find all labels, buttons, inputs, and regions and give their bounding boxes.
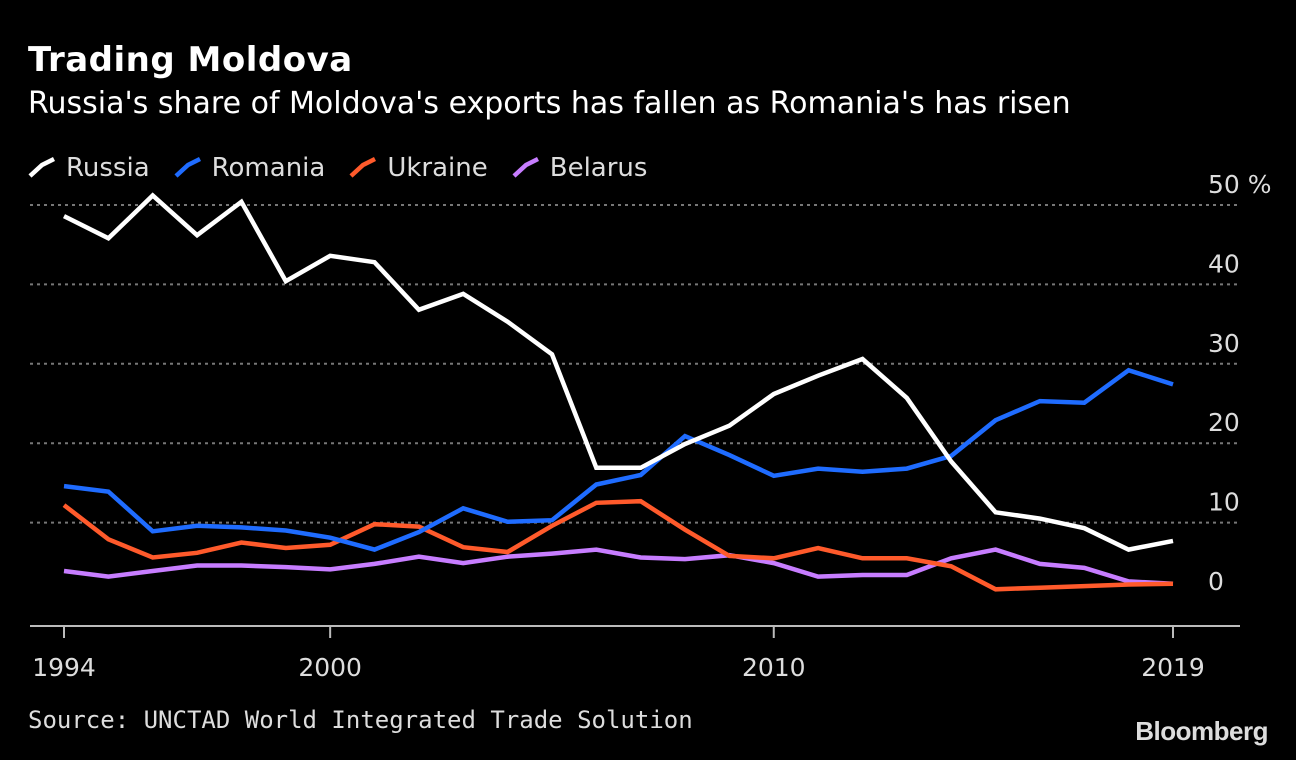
legend-swatch-line: [28, 156, 56, 178]
series-line-ukraine: [62, 498, 1174, 592]
legend-swatch-romania: [174, 156, 201, 178]
legend-label-ukraine: Ukraine: [387, 153, 488, 183]
legend-swatch-russia: [28, 156, 56, 178]
legend-label-russia: Russia: [66, 153, 150, 183]
legend-swatch-line: [349, 156, 377, 178]
legend-item-russia: Russia: [28, 153, 150, 183]
chart-subtitle: Russia's share of Moldova's exports has …: [28, 86, 1071, 121]
y-tick-label: 10: [1208, 488, 1240, 517]
x-tick-label: 2000: [298, 653, 362, 682]
y-tick-label: 40: [1208, 249, 1240, 278]
chart-title: Trading Moldova: [28, 40, 353, 80]
legend-swatch-ukraine: [349, 156, 377, 178]
y-tick-label: 0: [1208, 567, 1224, 596]
series-line-belarus: [63, 547, 1174, 586]
y-tick-label: 30: [1208, 329, 1240, 358]
x-tick-label: 1994: [32, 653, 96, 682]
source-note: Source: UNCTAD World Integrated Trade So…: [28, 706, 693, 734]
bloomberg-logo: Bloomberg: [1135, 716, 1268, 746]
x-tick-label: 2010: [742, 653, 806, 682]
legend-label-romania: Romania: [211, 153, 326, 183]
x-tick-label: 2019: [1141, 653, 1205, 682]
y-tick-label: 20: [1208, 408, 1240, 437]
legend-label-belarus: Belarus: [549, 153, 648, 183]
y-tick-label: 50 %: [1208, 170, 1272, 199]
legend: Russia Romania Ukraine Belarus: [28, 150, 671, 186]
series-line-russia: [62, 192, 1174, 552]
legend-item-romania: Romania: [174, 153, 326, 183]
legend-item-belarus: Belarus: [512, 153, 648, 183]
series-line-romania: [63, 367, 1174, 552]
legend-swatch-belarus: [512, 156, 539, 178]
legend-item-ukraine: Ukraine: [349, 153, 488, 183]
legend-swatch-line: [174, 156, 201, 178]
legend-swatch-line: [512, 156, 539, 178]
